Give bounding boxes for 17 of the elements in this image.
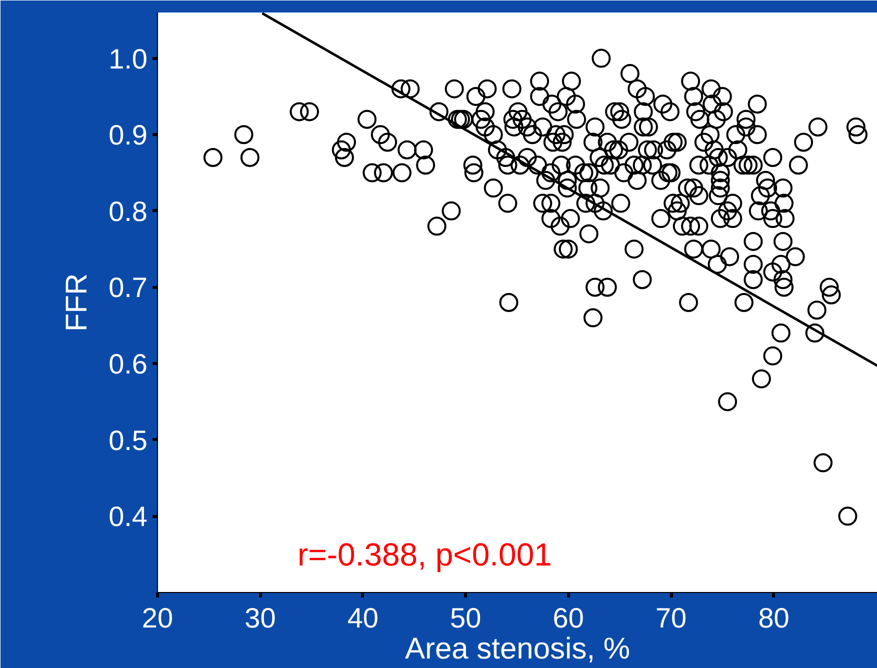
annotation: r=-0.388, p<0.001	[298, 536, 552, 572]
y-tick-label: 0.4	[108, 501, 148, 532]
y-tick-label: 0.8	[108, 196, 148, 227]
y-tick-label: 0.7	[108, 272, 148, 304]
x-tick-label: 40	[347, 602, 379, 634]
x-tick-label: 60	[552, 602, 584, 634]
x-tick-label: 20	[142, 602, 174, 634]
x-tick-label: 70	[655, 602, 687, 634]
x-tick-label: 30	[244, 602, 276, 634]
x-tick-label: 50	[450, 602, 482, 634]
y-tick-label: 0.9	[108, 120, 148, 151]
y-axis-title: FFR	[60, 273, 94, 332]
y-tick-label: 1.0	[108, 43, 148, 74]
x-tick-label: 80	[758, 602, 790, 634]
x-axis-title: Area stenosis, %	[404, 632, 630, 666]
y-tick-label: 0.6	[108, 348, 148, 380]
y-tick-label: 0.5	[108, 424, 148, 456]
